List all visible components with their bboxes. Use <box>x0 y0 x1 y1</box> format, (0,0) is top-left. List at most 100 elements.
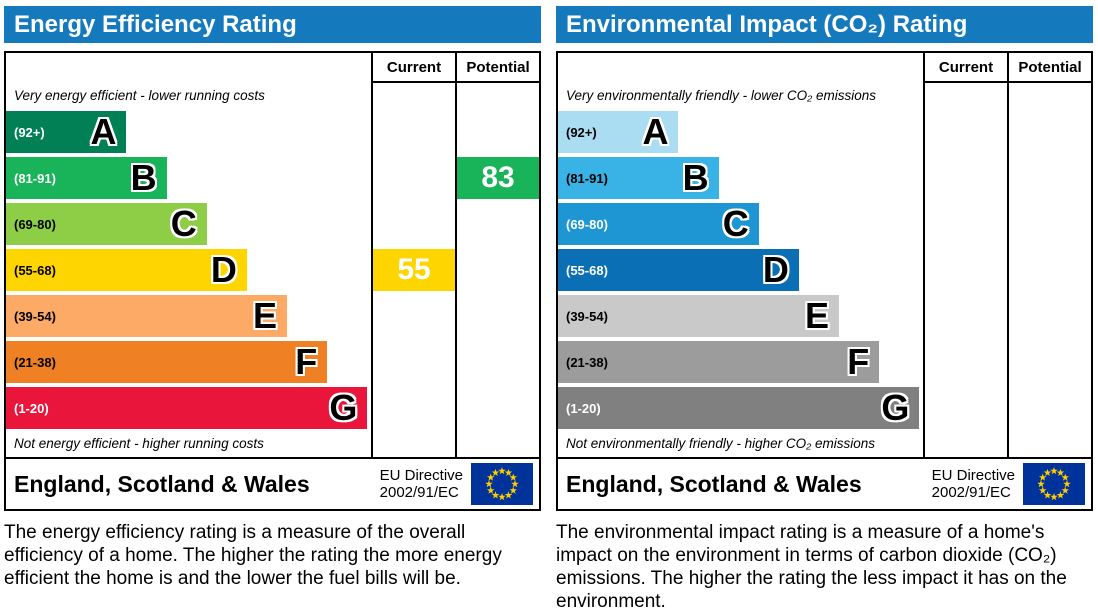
potential-cell <box>1007 247 1091 293</box>
column-header-potential: Potential <box>1007 53 1091 83</box>
current-cell <box>371 385 455 431</box>
band-row: (1-20) G <box>558 385 1091 431</box>
band-row: (69-80) C <box>558 201 1091 247</box>
band-bar-b: (81-91) B <box>6 157 167 199</box>
potential-cell <box>455 293 539 339</box>
eu-flag-icon <box>1023 463 1085 505</box>
column-header-spacer <box>6 53 371 83</box>
potential-cell <box>1007 109 1091 155</box>
band-area: (92+) A <box>6 109 371 155</box>
band-bar-c: (69-80) C <box>6 203 207 245</box>
current-cell <box>371 109 455 155</box>
band-area: (81-91) B <box>6 155 371 201</box>
environmental-impact-panel: Environmental Impact (CO₂) Rating Curren… <box>556 6 1093 613</box>
rating-value-box: 55 <box>373 249 455 291</box>
band-range-label: (21-38) <box>14 354 56 370</box>
band-area: (92+) A <box>558 109 923 155</box>
potential-cell <box>1007 293 1091 339</box>
bottom-note-row: Not energy efficient - higher running co… <box>6 431 539 457</box>
panel-title-bar: Environmental Impact (CO₂) Rating <box>556 6 1093 43</box>
current-cell <box>923 247 1007 293</box>
band-area: (55-68) D <box>6 247 371 293</box>
rating-value-box: 83 <box>457 157 539 199</box>
column-header-spacer <box>558 53 923 83</box>
band-letter-label: C <box>170 203 197 244</box>
potential-cell <box>455 83 539 109</box>
band-row: (55-68) D 55 <box>6 247 539 293</box>
band-row: (69-80) C <box>6 201 539 247</box>
band-bar-d: (55-68) D <box>558 249 799 291</box>
band-row: (55-68) D <box>558 247 1091 293</box>
band-rows: (92+) A (81-91) B 83 (69-80) C (55-68) D 55 (39-54… <box>6 109 539 431</box>
band-range-label: (1-20) <box>566 400 601 416</box>
band-range-label: (92+) <box>14 124 45 140</box>
panel-description: The energy efficiency rating is a measur… <box>4 522 502 589</box>
eu-directive-label: EU Directive 2002/91/EC <box>931 466 1015 501</box>
band-range-label: (39-54) <box>566 308 608 324</box>
column-header-row: Current Potential <box>558 53 1091 83</box>
current-cell <box>923 83 1007 109</box>
potential-cell <box>455 385 539 431</box>
band-bar-e: (39-54) E <box>6 295 288 337</box>
band-bar-e: (39-54) E <box>558 295 840 337</box>
band-letter-label: B <box>682 157 709 198</box>
bottom-note-row: Not environmentally friendly - higher CO… <box>558 431 1091 457</box>
band-area: (1-20) G <box>6 385 371 431</box>
current-cell <box>371 431 455 457</box>
band-range-label: (21-38) <box>566 354 608 370</box>
band-bar-b: (81-91) B <box>558 157 719 199</box>
panel-title: Environmental Impact (CO₂) Rating <box>566 10 968 38</box>
column-header-current: Current <box>923 53 1007 83</box>
band-range-label: (1-20) <box>14 400 49 416</box>
band-bar-f: (21-38) F <box>6 341 328 383</box>
rating-table: Current Potential Very energy efficient … <box>4 51 541 511</box>
band-row: (92+) A <box>558 109 1091 155</box>
potential-cell <box>455 201 539 247</box>
band-range-label: (69-80) <box>566 216 608 232</box>
band-letter-label: A <box>90 111 117 152</box>
band-row: (39-54) E <box>6 293 539 339</box>
footer-row: England, Scotland & Wales EU Directive 2… <box>6 457 539 509</box>
region-label: England, Scotland & Wales <box>566 470 862 497</box>
current-cell <box>371 339 455 385</box>
band-letter-label: F <box>847 341 870 382</box>
band-letter-label: G <box>881 387 910 428</box>
bottom-note: Not energy efficient - higher running co… <box>14 436 264 451</box>
band-area: (81-91) B <box>558 155 923 201</box>
eu-flag-icon <box>471 463 533 505</box>
band-area: (39-54) E <box>558 293 923 339</box>
band-range-label: (69-80) <box>14 216 56 232</box>
band-bar-c: (69-80) C <box>558 203 759 245</box>
current-cell <box>923 293 1007 339</box>
potential-cell: 83 <box>455 155 539 201</box>
band-row: (39-54) E <box>558 293 1091 339</box>
band-range-label: (39-54) <box>14 308 56 324</box>
current-cell <box>371 155 455 201</box>
panel-title-bar: Energy Efficiency Rating <box>4 6 541 43</box>
potential-cell <box>1007 201 1091 247</box>
band-bar-f: (21-38) F <box>558 341 880 383</box>
band-letter-label: B <box>130 157 157 198</box>
band-row: (21-38) F <box>6 339 539 385</box>
top-note-row: Very energy efficient - lower running co… <box>6 83 539 109</box>
band-letter-label: E <box>253 295 278 336</box>
band-area: (1-20) G <box>558 385 923 431</box>
band-area: (55-68) D <box>558 247 923 293</box>
bottom-note: Not environmentally friendly - higher CO… <box>566 436 876 451</box>
band-row: (1-20) G <box>6 385 539 431</box>
potential-cell <box>1007 385 1091 431</box>
band-range-label: (81-91) <box>566 170 608 186</box>
band-range-label: (81-91) <box>14 170 56 186</box>
potential-cell <box>1007 83 1091 109</box>
top-note-row: Very environmentally friendly - lower CO… <box>558 83 1091 109</box>
panel-title: Energy Efficiency Rating <box>14 10 297 38</box>
band-area: (21-38) F <box>6 339 371 385</box>
band-area: (21-38) F <box>558 339 923 385</box>
current-cell <box>923 201 1007 247</box>
band-letter-label: G <box>329 387 358 428</box>
region-label: England, Scotland & Wales <box>14 470 310 497</box>
current-cell <box>371 83 455 109</box>
energy-efficiency-panel: Energy Efficiency Rating Current Potenti… <box>4 6 541 613</box>
band-rows: (92+) A (81-91) B (69-80) C (55-68) D (39-54) E (2… <box>558 109 1091 431</box>
